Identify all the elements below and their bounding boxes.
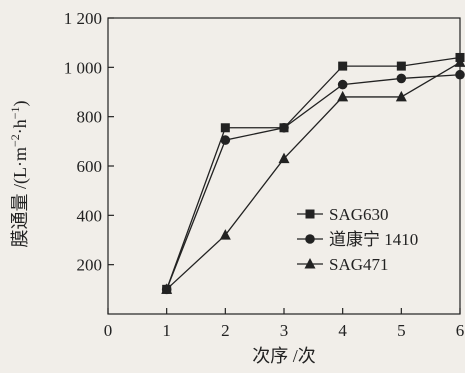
x-tick-label: 5: [397, 321, 406, 340]
data-point: [337, 91, 348, 102]
x-tick-label: 4: [338, 321, 347, 340]
data-point: [221, 135, 231, 145]
series-square: [162, 53, 464, 294]
data-point: [455, 70, 465, 80]
y-axis-title: 膜通量 /(L·m−2·h−1): [8, 100, 31, 247]
y-tick-label: 400: [77, 206, 103, 225]
data-point: [338, 80, 348, 90]
series-circle: [162, 70, 465, 294]
x-tick-label: 2: [221, 321, 230, 340]
y-axis-title-part: 膜通量 /(L·m: [10, 147, 31, 248]
y-tick-label: 1 200: [64, 9, 102, 28]
legend-marker: [306, 210, 315, 219]
series-lines: [161, 53, 465, 294]
y-tick-label: 200: [77, 256, 103, 275]
data-point: [279, 123, 289, 133]
x-tick-label: 6: [456, 321, 465, 340]
y-tick-label: 600: [77, 157, 103, 176]
legend-entry: 道康宁 1410: [297, 230, 418, 249]
y-axis-title-part: ): [10, 100, 31, 106]
legend-label: SAG471: [329, 255, 389, 274]
axes: 0 1 2 3 4 5 6 200 400 600 800 1 000 1 200: [64, 9, 465, 340]
y-tick-label: 1 000: [64, 58, 102, 77]
plot-frame: [108, 18, 460, 314]
x-tick-label: 1: [162, 321, 171, 340]
legend-label: 道康宁 1410: [329, 230, 418, 249]
x-tick-label: 3: [280, 321, 289, 340]
y-axis-title-part: ·h: [10, 119, 30, 134]
data-point: [396, 91, 407, 102]
y-axis-title-part: −2: [8, 134, 22, 147]
y-axis-title-part: −1: [8, 106, 22, 119]
series-triangle: [161, 56, 465, 293]
data-point: [397, 62, 406, 71]
legend-label: SAG630: [329, 205, 389, 224]
data-point: [221, 123, 230, 132]
legend-marker: [305, 234, 315, 244]
data-point: [397, 74, 407, 84]
y-tick-label: 800: [77, 108, 103, 127]
legend-marker: [305, 258, 316, 269]
legend-entry: SAG630: [297, 205, 389, 224]
legend-entry: SAG471: [297, 255, 389, 274]
series-line: [167, 57, 460, 289]
legend: SAG630 道康宁 1410 SAG471: [297, 205, 418, 274]
data-point: [338, 62, 347, 71]
x-tick-label: 0: [104, 321, 113, 340]
series-line: [167, 75, 460, 290]
x-axis-title: 次序 /次: [252, 346, 316, 366]
